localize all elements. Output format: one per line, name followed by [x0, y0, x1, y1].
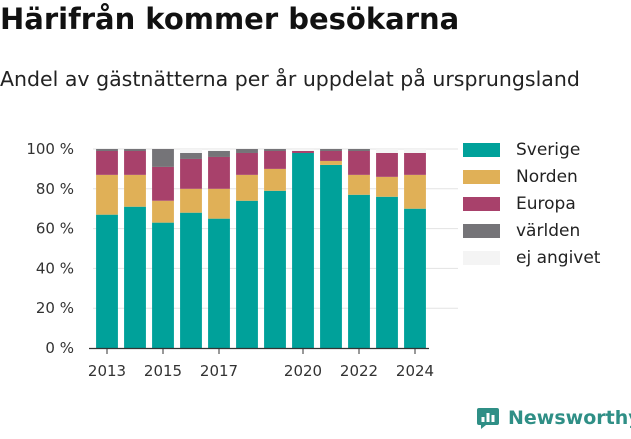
bar-2018-sverige — [236, 200, 258, 348]
bar-2020-ej-angivet — [292, 149, 314, 151]
legend-item-norden: Norden — [463, 163, 600, 190]
bar-2013-norden — [96, 174, 118, 215]
bar-2015-varlden — [152, 149, 174, 167]
chart-legend: Sverige Norden Europa världen ej angivet — [463, 136, 600, 271]
x-tick-label: 2015 — [144, 362, 182, 380]
bar-2021-norden — [320, 160, 342, 165]
bar-2023-sverige — [376, 196, 398, 348]
bar-2015-sverige — [152, 222, 174, 348]
bar-2013-sverige — [96, 214, 118, 348]
bar-2014-varlden — [124, 149, 146, 151]
x-tick-label: 2022 — [340, 362, 378, 380]
bar-2018-varlden — [236, 149, 258, 153]
bar-2016-ej-angivet — [180, 149, 202, 153]
bar-2014-europa — [124, 150, 146, 175]
bar-2019-varlden — [264, 149, 286, 151]
newsworthy-brand: Newsworthy — [476, 406, 631, 430]
bar-2017-sverige — [208, 218, 230, 348]
bar-2021-europa — [320, 150, 342, 161]
bar-2016-norden — [180, 188, 202, 213]
bar-2017-norden — [208, 188, 230, 219]
bar-2019-sverige — [264, 190, 286, 348]
y-tick-label: 80 % — [36, 180, 74, 198]
bar-2024-ej-angivet — [404, 149, 426, 153]
legend-label-europa: Europa — [516, 193, 576, 214]
bar-2017-varlden — [208, 150, 230, 157]
bar-2021-sverige — [320, 164, 342, 348]
bar-2020-sverige — [292, 152, 314, 348]
legend-swatch-varlden — [463, 223, 500, 238]
chart-subtitle: Andel av gästnätterna per år uppdelat på… — [0, 67, 580, 91]
bar-2019-europa — [264, 150, 286, 169]
x-tick-label: 2024 — [396, 362, 434, 380]
bar-2019-norden — [264, 168, 286, 191]
bar-2015-europa — [152, 166, 174, 201]
legend-label-norden: Norden — [516, 166, 578, 187]
y-tick-label: 60 % — [36, 220, 74, 238]
bar-2017-ej-angivet — [208, 149, 230, 151]
bar-2024-sverige — [404, 208, 426, 348]
bar-2013-europa — [96, 150, 118, 175]
bar-2022-sverige — [348, 194, 370, 348]
y-tick-label: 20 % — [36, 299, 74, 317]
chart-title: Härifrån kommer besökarna — [0, 2, 460, 36]
legend-swatch-ej-angivet — [463, 250, 500, 265]
legend-label-varlden: världen — [516, 220, 581, 241]
bar-2014-sverige — [124, 206, 146, 348]
bar-2016-europa — [180, 158, 202, 189]
legend-item-varlden: världen — [463, 217, 600, 244]
y-tick-label: 0 % — [45, 339, 74, 357]
bar-2014-norden — [124, 174, 146, 207]
legend-item-ej-angivet: ej angivet — [463, 244, 600, 271]
brand-name: Newsworthy — [508, 407, 631, 429]
legend-label-sverige: Sverige — [516, 139, 581, 160]
bar-2016-varlden — [180, 152, 202, 159]
bar-2023-ej-angivet — [376, 149, 398, 153]
bar-2018-norden — [236, 174, 258, 201]
bar-2018-europa — [236, 152, 258, 175]
x-tick-label: 2017 — [200, 362, 238, 380]
legend-swatch-sverige — [463, 142, 500, 157]
bar-2017-europa — [208, 156, 230, 189]
bar-2020-europa — [292, 150, 314, 153]
legend-item-sverige: Sverige — [463, 136, 600, 163]
bar-2021-varlden — [320, 149, 342, 151]
bar-2016-sverige — [180, 212, 202, 348]
y-tick-label: 40 % — [36, 259, 74, 277]
legend-swatch-norden — [463, 169, 500, 184]
bar-2023-norden — [376, 176, 398, 197]
bar-2022-europa — [348, 150, 370, 175]
newsworthy-logo-icon — [477, 408, 499, 429]
legend-swatch-europa — [463, 196, 500, 211]
bar-2013-varlden — [96, 149, 118, 151]
bar-2023-europa — [376, 152, 398, 177]
bar-2022-varlden — [348, 149, 370, 151]
bar-2024-europa — [404, 152, 426, 175]
bar-2015-norden — [152, 200, 174, 223]
bar-2024-norden — [404, 174, 426, 209]
x-tick-label: 2013 — [88, 362, 126, 380]
bar-2022-norden — [348, 174, 370, 195]
legend-label-ej-angivet: ej angivet — [516, 247, 601, 268]
x-tick-label: 2020 — [284, 362, 322, 380]
y-tick-label: 100 % — [26, 140, 74, 158]
legend-item-europa: Europa — [463, 190, 600, 217]
